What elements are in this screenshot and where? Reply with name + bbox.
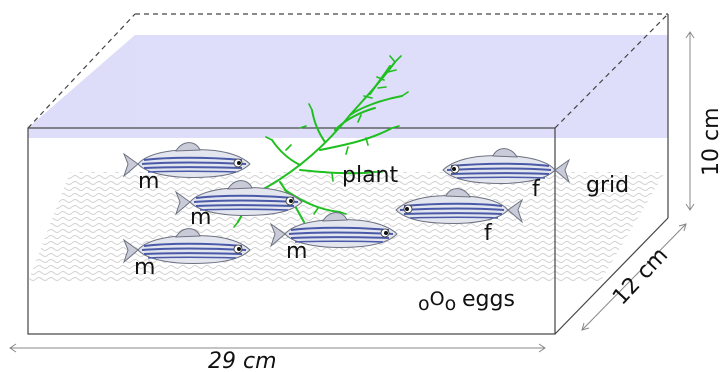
water-surface — [28, 35, 668, 138]
depth-arrow — [581, 223, 687, 331]
depth-label: 12 cm — [608, 243, 673, 310]
fish-5-label: f — [532, 177, 541, 202]
fish-6-label: f — [484, 221, 493, 246]
fish-2-label: m — [190, 205, 211, 230]
length-label: 29 cm — [208, 349, 277, 372]
fish-3-label: m — [134, 255, 155, 280]
grid-label: grid — [586, 173, 629, 198]
height-label: 10 cm — [699, 107, 722, 176]
plant-label: plant — [342, 163, 399, 188]
eggs-label: eggs — [462, 287, 515, 312]
fish-4-label: m — [286, 239, 307, 264]
tank-outline — [27, 13, 669, 335]
eggs-glyph: oOo — [418, 288, 456, 315]
fish-1-label: m — [138, 169, 159, 194]
height-arrow — [685, 31, 695, 211]
length-arrow — [9, 343, 546, 353]
